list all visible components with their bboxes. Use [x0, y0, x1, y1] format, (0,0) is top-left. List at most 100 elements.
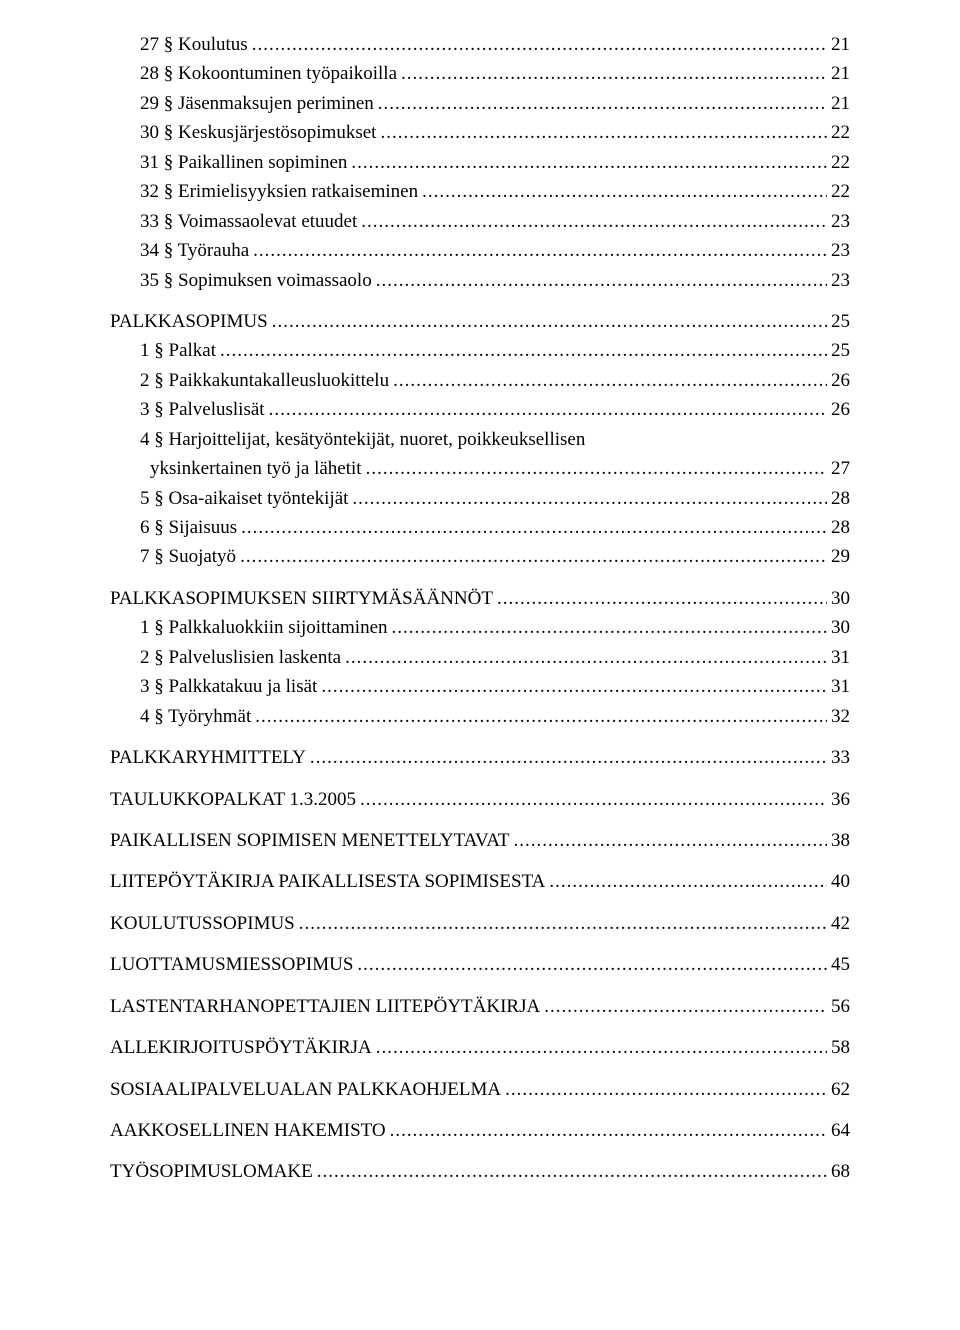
toc-label: LUOTTAMUSMIESSOPIMUS	[110, 950, 353, 979]
toc-label: PALKKASOPIMUS	[110, 307, 268, 336]
section-gap	[110, 773, 850, 785]
toc-label: 34 § Työrauha	[140, 236, 249, 265]
toc-page-number: 26	[831, 395, 850, 424]
section-gap	[110, 1063, 850, 1075]
toc-leader-dots	[390, 1116, 827, 1145]
toc-label: PALKKASOPIMUKSEN SIIRTYMÄSÄÄNNÖT	[110, 584, 493, 613]
toc-label: TYÖSOPIMUSLOMAKE	[110, 1157, 313, 1186]
toc-container: 27 § Koulutus2128 § Kokoontuminen työpai…	[110, 30, 850, 1187]
section-gap	[110, 980, 850, 992]
toc-page-number: 26	[831, 366, 850, 395]
toc-page-number: 32	[831, 702, 850, 731]
toc-page-number: 25	[831, 307, 850, 336]
toc-leader-dots	[272, 307, 827, 336]
toc-label: 7 § Suojatyö	[140, 542, 236, 571]
toc-label: 32 § Erimielisyyksien ratkaiseminen	[140, 177, 418, 206]
toc-label: PALKKARYHMITTELY	[110, 743, 306, 772]
toc-section: PALKKASOPIMUS 25	[110, 307, 850, 336]
toc-label: 6 § Sijaisuus	[140, 513, 237, 542]
toc-entry: 33 § Voimassaolevat etuudet23	[110, 207, 850, 236]
toc-page-number: 33	[831, 743, 850, 772]
toc-entry: 1 § Palkat25	[110, 336, 850, 365]
toc-page-number: 62	[831, 1075, 850, 1104]
toc-page-number: 23	[831, 266, 850, 295]
toc-leader-dots	[376, 266, 827, 295]
toc-page-number: 23	[831, 236, 850, 265]
toc-entry: 3 § Palveluslisät26	[110, 395, 850, 424]
toc-entry-line1: 4 § Harjoittelijat, kesätyöntekijät, nuo…	[110, 425, 850, 454]
toc-label: 1 § Palkkaluokkiin sijoittaminen	[140, 613, 388, 642]
toc-page-number: 22	[831, 148, 850, 177]
toc-label: 3 § Palkkatakuu ja lisät	[140, 672, 317, 701]
toc-page-number: 38	[831, 826, 850, 855]
section-gap	[110, 1145, 850, 1157]
toc-entry: 27 § Koulutus21	[110, 30, 850, 59]
toc-leader-dots	[401, 59, 827, 88]
toc-page-number: 40	[831, 867, 850, 896]
toc-leader-dots	[360, 785, 827, 814]
toc-page-number: 45	[831, 950, 850, 979]
toc-section: LIITEPÖYTÄKIRJA PAIKALLISESTA SOPIMISEST…	[110, 867, 850, 896]
toc-entry: 35 § Sopimuksen voimassaolo23	[110, 266, 850, 295]
toc-page-number: 28	[831, 513, 850, 542]
toc-leader-dots	[345, 643, 827, 672]
toc-label: PAIKALLISEN SOPIMISEN MENETTELYTAVAT	[110, 826, 509, 855]
section-gap	[110, 1104, 850, 1116]
section-gap	[110, 572, 850, 584]
toc-label: 28 § Kokoontuminen työpaikoilla	[140, 59, 397, 88]
toc-leader-dots	[422, 177, 827, 206]
toc-label: 30 § Keskusjärjestösopimukset	[140, 118, 376, 147]
toc-label: 2 § Paikkakuntakalleusluokittelu	[140, 366, 389, 395]
toc-page-number: 22	[831, 118, 850, 147]
toc-label: 4 § Harjoittelijat, kesätyöntekijät, nuo…	[140, 425, 585, 454]
toc-label: 31 § Paikallinen sopiminen	[140, 148, 347, 177]
toc-entry: 5 § Osa-aikaiset työntekijät28	[110, 484, 850, 513]
toc-page-number: 22	[831, 177, 850, 206]
section-gap	[110, 855, 850, 867]
toc-page-number: 28	[831, 484, 850, 513]
toc-leader-dots	[378, 89, 827, 118]
toc-leader-dots	[544, 992, 827, 1021]
toc-leader-dots	[220, 336, 827, 365]
toc-section: LUOTTAMUSMIESSOPIMUS 45	[110, 950, 850, 979]
section-gap	[110, 938, 850, 950]
toc-page-number: 21	[831, 59, 850, 88]
toc-entry: 6 § Sijaisuus 28	[110, 513, 850, 542]
toc-entry: 32 § Erimielisyyksien ratkaiseminen 22	[110, 177, 850, 206]
toc-entry: 3 § Palkkatakuu ja lisät 31	[110, 672, 850, 701]
toc-page-number: 29	[831, 542, 850, 571]
toc-entry: 4 § Työryhmät 32	[110, 702, 850, 731]
toc-label: 29 § Jäsenmaksujen periminen	[140, 89, 374, 118]
toc-leader-dots	[393, 366, 827, 395]
toc-entry: 34 § Työrauha 23	[110, 236, 850, 265]
toc-leader-dots	[505, 1075, 827, 1104]
toc-section: TAULUKKOPALKAT 1.3.200536	[110, 785, 850, 814]
toc-leader-dots	[513, 826, 827, 855]
toc-section: PAIKALLISEN SOPIMISEN MENETTELYTAVAT 38	[110, 826, 850, 855]
toc-entry: 2 § Paikkakuntakalleusluokittelu 26	[110, 366, 850, 395]
toc-leader-dots	[255, 702, 827, 731]
toc-leader-dots	[392, 613, 827, 642]
toc-page-number: 31	[831, 672, 850, 701]
toc-page-number: 21	[831, 89, 850, 118]
section-gap	[110, 814, 850, 826]
toc-leader-dots	[310, 743, 827, 772]
toc-entry: 30 § Keskusjärjestösopimukset 22	[110, 118, 850, 147]
toc-entry: 29 § Jäsenmaksujen periminen 21	[110, 89, 850, 118]
toc-page-number: 30	[831, 584, 850, 613]
toc-label: 1 § Palkat	[140, 336, 216, 365]
toc-label: 4 § Työryhmät	[140, 702, 251, 731]
toc-leader-dots	[299, 909, 827, 938]
toc-leader-dots	[269, 395, 827, 424]
toc-label: SOSIAALIPALVELUALAN PALKKAOHJELMA	[110, 1075, 501, 1104]
toc-section: PALKKARYHMITTELY 33	[110, 743, 850, 772]
toc-entry: 2 § Palveluslisien laskenta31	[110, 643, 850, 672]
toc-entry-line2: yksinkertainen työ ja lähetit27	[110, 454, 850, 483]
section-gap	[110, 897, 850, 909]
section-gap	[110, 1021, 850, 1033]
toc-page-number: 64	[831, 1116, 850, 1145]
toc-entry: 28 § Kokoontuminen työpaikoilla 21	[110, 59, 850, 88]
toc-leader-dots	[497, 584, 827, 613]
toc-page-number: 36	[831, 785, 850, 814]
toc-entry: 31 § Paikallinen sopiminen 22	[110, 148, 850, 177]
